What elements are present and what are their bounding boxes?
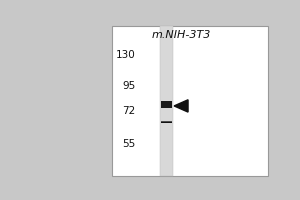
Text: 130: 130 xyxy=(116,50,135,60)
Bar xyxy=(161,122,172,123)
Text: 72: 72 xyxy=(122,106,135,116)
Text: 55: 55 xyxy=(122,139,135,149)
Bar xyxy=(161,121,172,123)
Bar xyxy=(161,122,172,123)
Bar xyxy=(161,101,172,108)
Bar xyxy=(161,121,172,123)
Bar xyxy=(161,121,172,123)
Polygon shape xyxy=(174,100,188,112)
Bar xyxy=(161,122,172,123)
Bar xyxy=(160,26,173,176)
Bar xyxy=(161,122,172,123)
Bar xyxy=(112,26,268,176)
Bar xyxy=(161,121,172,123)
Text: 95: 95 xyxy=(122,81,135,91)
Bar xyxy=(161,121,172,123)
Text: m.NIH-3T3: m.NIH-3T3 xyxy=(152,30,211,40)
Bar xyxy=(161,121,172,123)
Bar xyxy=(161,121,172,122)
Bar xyxy=(161,122,172,123)
